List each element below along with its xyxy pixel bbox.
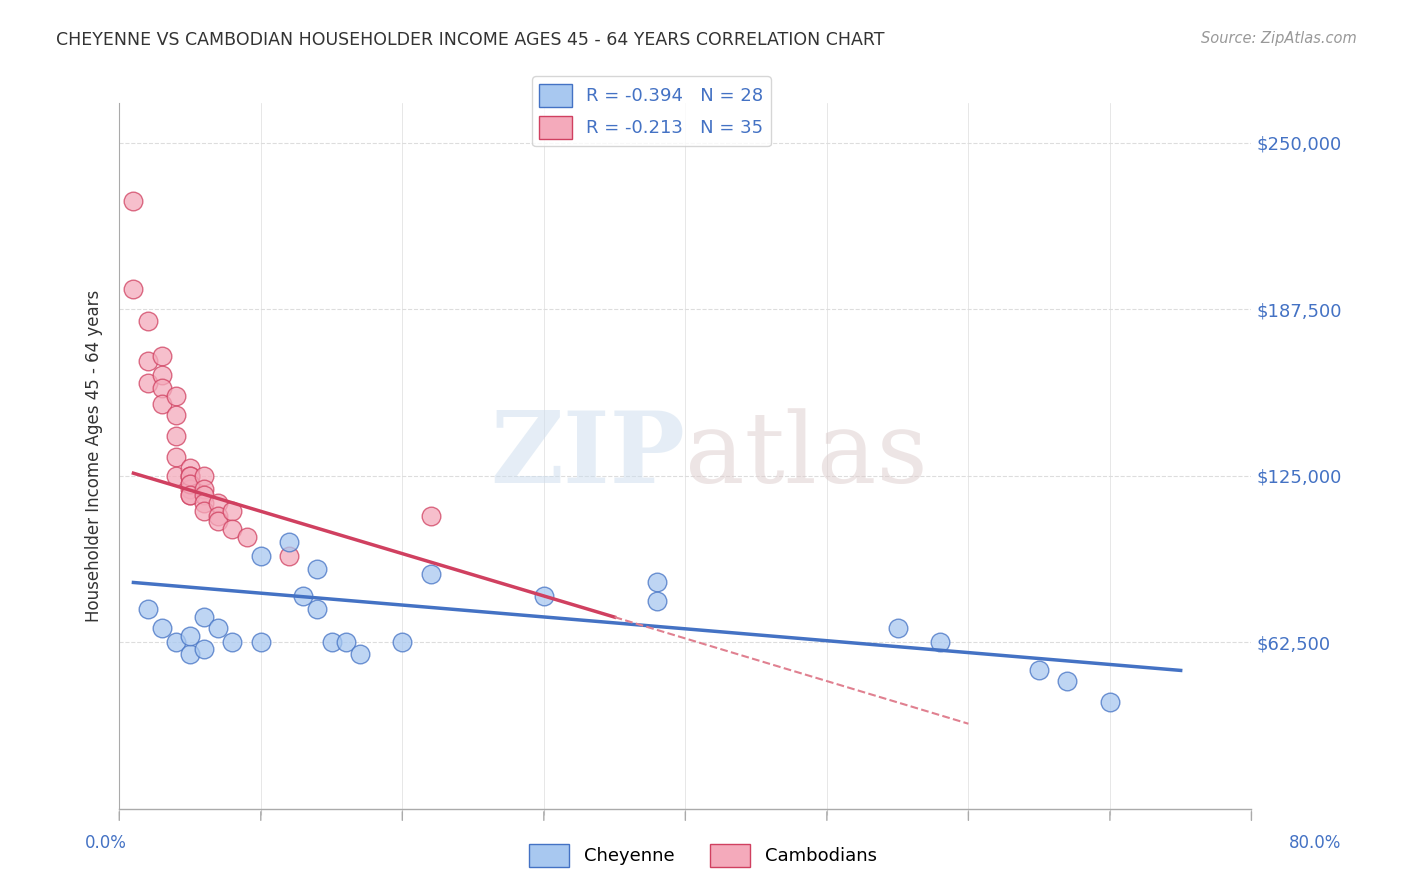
Point [221,635,243,649]
Point [193,503,215,517]
Point [150,368,173,382]
Point [179,476,201,491]
Point [207,621,229,635]
Point [1056,674,1078,689]
Point [207,495,229,509]
Point [136,602,159,616]
Point [193,610,215,624]
Point [165,635,187,649]
Point [165,450,187,465]
Point [207,508,229,523]
Y-axis label: Householder Income Ages 45 - 64 years: Householder Income Ages 45 - 64 years [86,290,103,622]
Point [179,648,201,662]
Point [179,461,201,475]
Point [150,621,173,635]
Point [179,487,201,501]
Point [1098,695,1121,709]
Point [321,635,343,649]
Point [136,354,159,368]
Point [249,549,271,563]
Point [179,487,201,501]
Point [419,567,441,582]
Point [179,482,201,496]
Point [307,602,329,616]
Point [929,635,952,649]
Point [221,522,243,536]
Text: atlas: atlas [685,408,928,504]
Point [193,495,215,509]
Point [307,562,329,576]
Point [150,349,173,363]
Point [349,648,371,662]
Point [179,629,201,643]
Point [207,514,229,528]
Point [193,468,215,483]
Point [533,589,555,603]
Point [150,381,173,395]
Point [165,389,187,403]
Legend: Cheyenne, Cambodians: Cheyenne, Cambodians [522,837,884,874]
Point [165,408,187,422]
Point [645,594,668,608]
Point [179,476,201,491]
Point [136,376,159,390]
Point [221,503,243,517]
Point [886,621,908,635]
Point [235,530,257,544]
Point [645,575,668,590]
Legend: R = -0.394   N = 28, R = -0.213   N = 35: R = -0.394 N = 28, R = -0.213 N = 35 [531,77,770,146]
Point [249,635,271,649]
Point [391,635,413,649]
Point [419,508,441,523]
Point [122,194,145,209]
Point [193,482,215,496]
Text: Source: ZipAtlas.com: Source: ZipAtlas.com [1201,31,1357,46]
Text: 80.0%: 80.0% [1288,834,1341,852]
Point [122,282,145,296]
Point [165,429,187,443]
Point [150,397,173,411]
Point [278,549,301,563]
Point [335,635,357,649]
Text: CHEYENNE VS CAMBODIAN HOUSEHOLDER INCOME AGES 45 - 64 YEARS CORRELATION CHART: CHEYENNE VS CAMBODIAN HOUSEHOLDER INCOME… [56,31,884,49]
Point [179,468,201,483]
Point [193,487,215,501]
Text: ZIP: ZIP [491,408,685,504]
Text: 0.0%: 0.0% [84,834,127,852]
Point [278,535,301,549]
Point [165,468,187,483]
Point [179,468,201,483]
Point [193,642,215,657]
Point [292,589,315,603]
Point [1028,664,1050,678]
Point [136,314,159,328]
